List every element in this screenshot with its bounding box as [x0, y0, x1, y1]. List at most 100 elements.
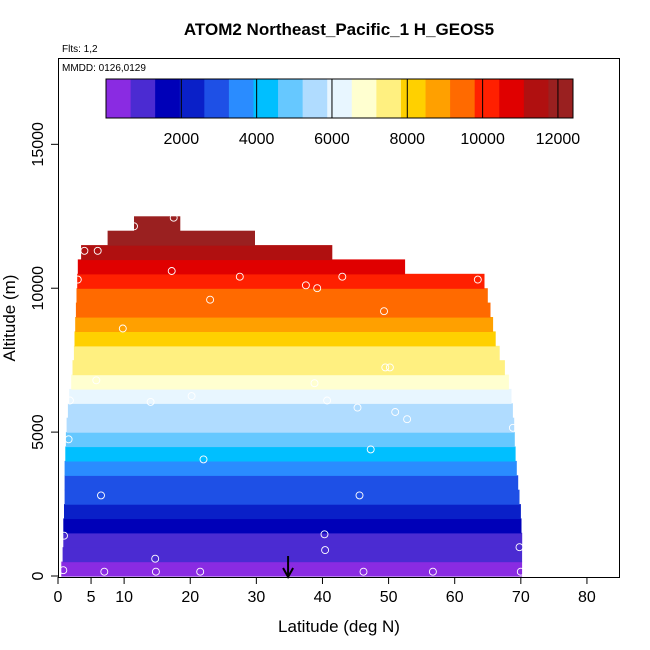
plot-frame [58, 58, 620, 578]
band-cell [69, 388, 512, 404]
y-tick-label: 0 [30, 571, 47, 580]
obs-point [151, 554, 160, 563]
obs-point [313, 284, 322, 293]
band-cell [73, 345, 500, 361]
band-cell [63, 518, 522, 534]
band-cell [72, 360, 505, 376]
colorbar-swatch [204, 79, 230, 118]
colorbar-tick-label: 12000 [536, 131, 581, 148]
obs-point [65, 396, 74, 405]
obs-point [93, 246, 102, 255]
obs-point [320, 530, 329, 539]
colorbar-swatch [499, 79, 525, 118]
obs-point [391, 408, 400, 416]
y-axis-label: Altitude (m) [0, 275, 19, 362]
x-tick-label: 50 [380, 589, 398, 606]
obs-point [196, 567, 205, 576]
colorbar-swatch [425, 79, 451, 118]
obs-point [187, 392, 196, 401]
colorbar-swatch [179, 79, 205, 118]
colorbar-swatch [327, 79, 353, 118]
colorbar-frame [105, 78, 574, 119]
obs-point [508, 423, 517, 432]
obs-point [59, 566, 68, 575]
obs-point [130, 222, 138, 231]
colorbar-tick-label: 8000 [389, 131, 425, 148]
colorbar-swatch [302, 79, 328, 118]
colorbar-swatch [523, 79, 549, 118]
band-cell [107, 230, 255, 246]
band-cell [64, 489, 520, 505]
colorbar-swatch [155, 79, 181, 118]
colorbar-swatch [376, 79, 402, 118]
obs-point [151, 567, 160, 576]
obs-point [381, 363, 390, 372]
band-cell [64, 475, 519, 491]
x-tick-label: 30 [247, 589, 265, 606]
colorbar: 2000 4000 6000 8000 10000 12000 [105, 78, 581, 148]
colorbar-swatch [106, 79, 131, 118]
colorbar-swatch [228, 79, 254, 118]
y-tick-label: 10000 [30, 266, 47, 311]
flights-label: Flts: 1,2 [62, 44, 98, 55]
colorbar-swatch [278, 79, 304, 118]
y-tick-label: 5000 [30, 414, 47, 450]
colorbar-tick-label: 10000 [460, 131, 505, 148]
x-axis: 0 5 10 20 30 40 50 60 70 80 [54, 577, 596, 606]
obs-point [167, 267, 176, 275]
band-cell [65, 432, 515, 448]
obs-point [146, 397, 155, 406]
band-cell [134, 216, 181, 232]
obs-point [323, 396, 332, 405]
obs-point [385, 363, 394, 372]
band-cell [75, 302, 491, 318]
band-cell [75, 317, 494, 332]
y-axis: 0 5000 10000 15000 [30, 122, 58, 580]
x-tick-label: 10 [115, 589, 133, 606]
obs-point [235, 272, 244, 281]
band-cell [64, 460, 517, 476]
band-cell [71, 374, 509, 390]
colorbar-tick-label: 4000 [239, 131, 275, 148]
dates-label: MMDD: 0126,0129 [62, 63, 146, 74]
obs-point [473, 275, 482, 284]
arrow-marker-head [282, 567, 294, 580]
x-tick-label: 20 [181, 589, 199, 606]
band-cell [64, 504, 521, 520]
obs-point [169, 213, 178, 222]
obs-point [301, 281, 310, 290]
x-tick-label: 0 [54, 589, 63, 606]
x-tick-label: 5 [87, 589, 96, 606]
obs-point [353, 403, 362, 412]
colorbar-swatch [400, 79, 426, 118]
obs-point [73, 275, 82, 284]
x-tick-label: 40 [314, 589, 332, 606]
band-cell [62, 547, 523, 563]
x-axis-label: Latitude (deg N) [278, 617, 400, 636]
x-tick-label: 70 [512, 589, 530, 606]
obs-point [355, 491, 364, 500]
colorbar-tick-label: 2000 [164, 131, 200, 148]
colorbar-swatch [130, 79, 156, 118]
obs-point [64, 435, 73, 444]
x-tick-label: 60 [446, 589, 464, 606]
band-cell [77, 259, 406, 275]
colorbar-swatch [351, 79, 377, 118]
obs-point [206, 295, 215, 304]
obs-point [97, 491, 105, 500]
obs-point [80, 246, 89, 255]
colorbar-swatch [450, 79, 476, 118]
obs-point [310, 379, 319, 388]
obs-point [199, 455, 208, 464]
x-tick-label: 80 [578, 589, 596, 606]
obs-point [100, 567, 109, 576]
marker-layer [282, 556, 294, 580]
obs-point-layer [59, 213, 525, 576]
obs-point [338, 272, 347, 281]
band-cell [67, 403, 513, 419]
obs-point [359, 567, 368, 576]
band-cell [81, 245, 333, 261]
obs-point [516, 567, 525, 576]
chart-title: ATOM2 Northeast_Pacific_1 H_GEOS5 [184, 20, 494, 39]
band-cell [77, 273, 485, 289]
